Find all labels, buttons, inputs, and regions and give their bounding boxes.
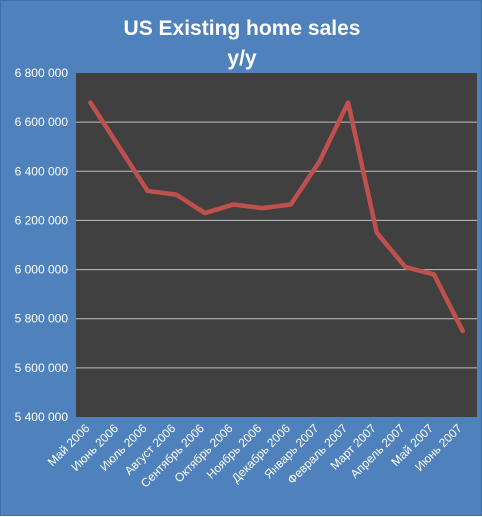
data-point [202,211,207,216]
y-tick-label: 5 800 000 [15,312,69,326]
y-tick-label: 5 400 000 [15,410,69,424]
series-group [88,100,465,334]
gridlines [76,121,477,369]
data-point [374,230,379,235]
data-point [460,329,465,333]
data-point [145,188,150,193]
chart-title: US Existing home sales [124,17,361,40]
data-point [88,100,93,105]
y-tick-label: 6 800 000 [15,66,69,80]
y-tick-label: 6 400 000 [15,164,69,178]
y-tick-label: 5 600 000 [15,361,69,375]
y-tick-label: 6 200 000 [15,213,69,227]
data-point [403,265,408,270]
data-point [174,192,179,197]
data-point [432,272,437,277]
data-point [260,206,265,211]
data-point [116,144,121,149]
y-tick-label: 6 600 000 [15,115,69,129]
plot-area [76,73,477,417]
data-point [288,202,293,207]
data-point [317,159,322,164]
data-point [231,202,236,207]
y-tick-label: 6 000 000 [15,263,69,277]
data-point [346,100,351,105]
series-line [88,100,465,334]
chart-subtitle: y/y [227,47,257,70]
y-axis: 5 400 000 5 600 000 5 800 000 6 000 000 6 20… [15,66,69,424]
